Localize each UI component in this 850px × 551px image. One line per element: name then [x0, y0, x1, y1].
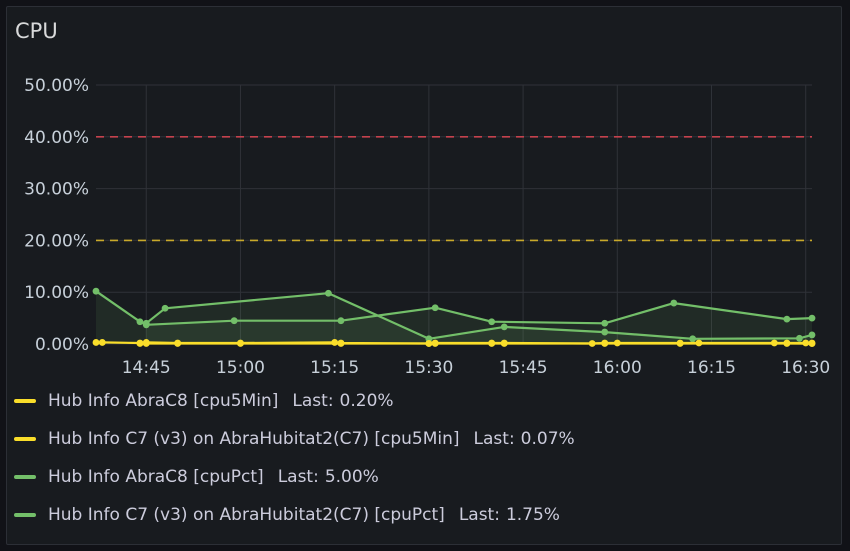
x-tick-label: 14:45 — [122, 358, 171, 378]
legend-last-label: Last: — [292, 391, 334, 411]
y-tick-label: 30.00% — [24, 180, 89, 200]
legend-swatch — [14, 475, 36, 479]
data-point — [808, 331, 816, 339]
y-tick-label: 0.00% — [35, 335, 89, 355]
data-point — [670, 299, 678, 307]
data-point — [676, 340, 684, 347]
legend-series-name: Hub Info C7 (v3) on AbraHubitat2(C7) [cp… — [48, 429, 460, 449]
data-point — [601, 340, 609, 347]
legend-series-name: Hub Info AbraC8 [cpu5Min] — [48, 391, 279, 411]
data-point — [488, 318, 496, 326]
legend-item[interactable]: Hub Info C7 (v3) on AbraHubitat2(C7) [cp… — [14, 496, 575, 534]
legend-last-value: 0.20% — [339, 391, 394, 411]
data-point — [783, 340, 791, 347]
data-point — [783, 315, 791, 323]
data-point — [92, 287, 100, 295]
data-point — [431, 340, 439, 347]
data-point — [136, 318, 144, 326]
data-point — [488, 340, 496, 347]
data-point — [601, 319, 609, 327]
y-tick-label: 20.00% — [24, 231, 89, 251]
data-point — [796, 334, 803, 342]
data-point — [431, 304, 439, 312]
data-point — [237, 340, 244, 347]
x-tick-label: 15:15 — [310, 358, 359, 378]
legend-last-value: 0.07% — [520, 429, 575, 449]
y-tick-label: 40.00% — [24, 128, 89, 148]
legend-last-label: Last: — [458, 505, 500, 525]
data-point — [142, 319, 150, 327]
data-point — [324, 289, 332, 297]
legend-swatch — [14, 399, 36, 403]
data-point — [142, 340, 150, 347]
data-point — [808, 340, 816, 348]
x-tick-label: 15:45 — [499, 358, 548, 378]
data-point — [230, 317, 238, 325]
data-point — [500, 340, 508, 347]
data-point — [425, 335, 433, 343]
x-tick-label: 15:00 — [216, 358, 265, 378]
legend-last-label: Last: — [473, 429, 515, 449]
legend-item[interactable]: Hub Info C7 (v3) on AbraHubitat2(C7) [cp… — [14, 420, 575, 458]
legend-last-value: 1.75% — [505, 505, 560, 525]
data-point — [500, 323, 508, 331]
legend-last-value: 5.00% — [324, 467, 379, 487]
data-point — [808, 314, 816, 322]
cpu-panel: CPU — [6, 6, 842, 545]
data-point — [92, 339, 100, 346]
legend-last-label: Last: — [277, 467, 319, 487]
data-point — [337, 317, 345, 325]
y-tick-label: 50.00% — [24, 76, 89, 96]
data-point — [689, 335, 697, 343]
x-tick-label: 15:30 — [404, 358, 453, 378]
data-point — [601, 328, 609, 336]
series-area — [96, 291, 812, 344]
data-point — [161, 304, 169, 312]
legend-swatch — [14, 437, 36, 441]
legend-item[interactable]: Hub Info AbraC8 [cpu5Min] Last: 0.20% — [14, 382, 575, 420]
y-tick-label: 10.00% — [24, 283, 89, 303]
legend-swatch — [14, 513, 36, 517]
data-point — [425, 340, 433, 347]
panel-title[interactable]: CPU — [15, 19, 58, 43]
data-point — [136, 340, 144, 347]
data-point — [174, 340, 182, 347]
x-tick-label: 16:00 — [593, 358, 642, 378]
x-tick-label: 16:15 — [687, 358, 736, 378]
legend-series-name: Hub Info AbraC8 [cpuPct] — [48, 467, 264, 487]
legend-series-name: Hub Info C7 (v3) on AbraHubitat2(C7) [cp… — [48, 505, 445, 525]
legend-item[interactable]: Hub Info AbraC8 [cpuPct] Last: 5.00% — [14, 458, 575, 496]
x-tick-label: 16:30 — [781, 358, 830, 378]
legend: Hub Info AbraC8 [cpu5Min] Last: 0.20% Hu… — [14, 382, 575, 534]
data-point — [98, 339, 106, 346]
data-point — [337, 340, 345, 347]
series-area — [146, 293, 812, 344]
